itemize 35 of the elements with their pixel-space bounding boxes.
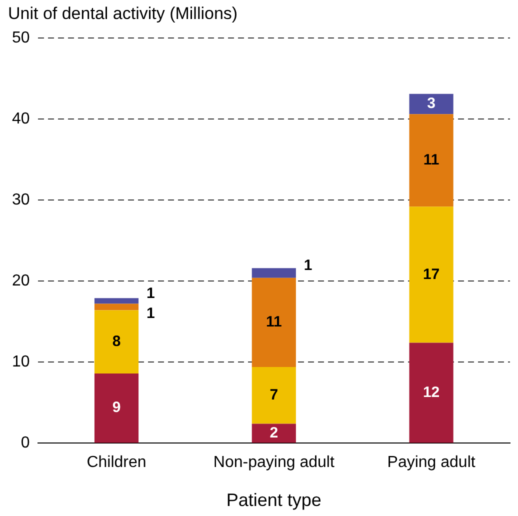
data-label: 11 [423,152,440,169]
bar [94,310,139,374]
bar [252,278,296,368]
y-axis-title: Unit of dental activity (Millions) [8,4,238,24]
x-tick-label: Non-paying adult [213,454,335,472]
bar [252,424,296,443]
x-axis-title: Patient type [226,490,322,510]
data-label: 3 [427,95,436,112]
y-tick-label: 20 [12,272,30,290]
x-tick-label: Paying adult [387,454,476,472]
bar [94,374,139,443]
bar [94,298,139,304]
data-label: 1 [146,285,155,302]
y-tick-label: 30 [12,191,30,208]
data-label: 7 [270,386,278,404]
y-tick-label: 40 [12,110,30,128]
data-label: 12 [422,384,440,401]
y-tick-label: 10 [12,354,30,371]
data-label: 1 [304,257,312,274]
data-label: 2 [270,424,278,442]
bar [252,268,296,278]
bar [409,342,454,443]
bar [252,367,296,424]
bar [409,94,454,114]
data-label: 9 [112,399,121,416]
bar [409,206,454,343]
bar [409,114,454,207]
data-label: 1 [146,305,155,322]
data-label: 8 [112,333,121,350]
bar [94,304,139,310]
x-tick-label: Children [86,454,146,472]
data-label: 11 [266,314,282,331]
data-label: 17 [422,266,440,283]
y-tick-label: 50 [12,29,30,46]
y-tick-label: 0 [20,434,30,452]
